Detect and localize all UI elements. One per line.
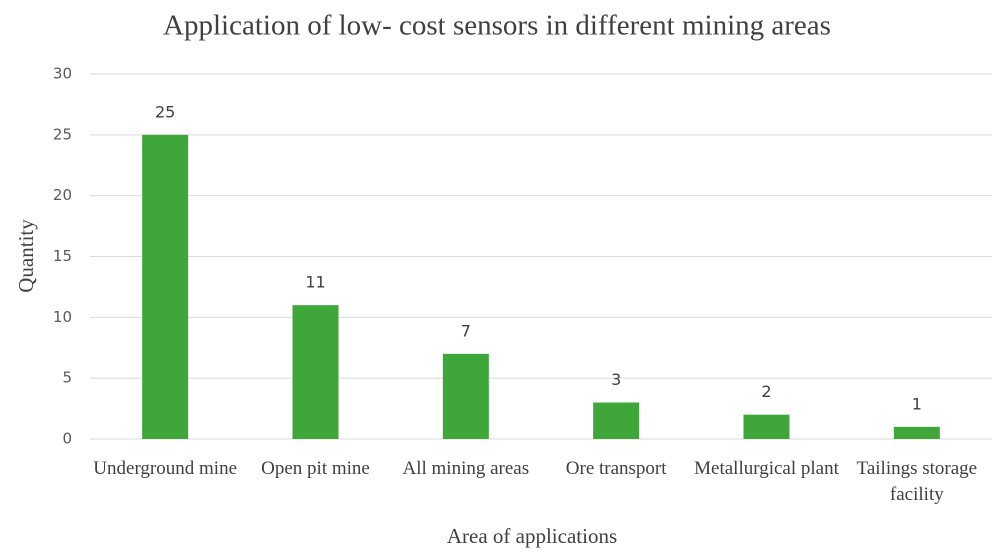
x-tick-label: Tailings storage facility (856, 458, 978, 505)
x-tick-label: Underground mine (93, 458, 238, 479)
bar (743, 414, 790, 439)
bar (593, 402, 640, 439)
bar (893, 426, 940, 439)
x-tick-label: Metallurgical plant (694, 458, 839, 479)
bar (292, 305, 339, 439)
chart-title: Application of low- cost sensors in diff… (163, 10, 831, 42)
bar (142, 134, 189, 440)
y-tick-label: 25 (53, 125, 72, 143)
x-tick-label: Open pit mine (261, 458, 370, 479)
data-label: 1 (912, 394, 922, 413)
y-tick-label: 10 (53, 308, 72, 326)
bar (442, 353, 489, 439)
data-label: 2 (761, 382, 771, 401)
data-label: 3 (611, 370, 621, 389)
x-axis-label: Area of applications (447, 524, 617, 548)
y-tick-label: 20 (53, 186, 72, 204)
data-label: 11 (305, 273, 325, 292)
x-tick-label: Ore transport (565, 458, 667, 479)
y-tick-label: 15 (53, 247, 72, 265)
y-axis-label: Quantity (14, 219, 38, 293)
data-label: 7 (461, 321, 471, 340)
data-label: 25 (155, 102, 175, 121)
y-tick-label: 0 (62, 430, 72, 448)
y-tick-label: 5 (62, 369, 72, 387)
y-tick-label: 30 (53, 65, 72, 83)
x-tick-label: All mining areas (402, 458, 530, 479)
